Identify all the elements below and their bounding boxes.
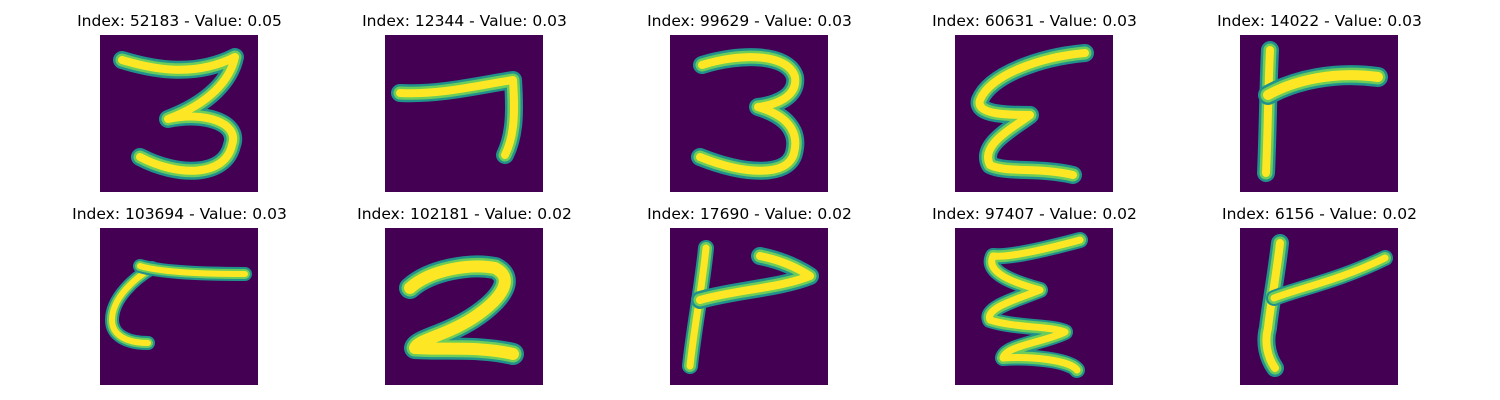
panel-title: Index: 60631 - Value: 0.03 xyxy=(932,12,1137,30)
digit-image xyxy=(955,35,1113,192)
panel-title: Index: 12344 - Value: 0.03 xyxy=(362,12,567,30)
panel-title: Index: 6156 - Value: 0.02 xyxy=(1222,205,1417,223)
panel-title: Index: 17690 - Value: 0.02 xyxy=(647,205,852,223)
panel-2: Index: 12344 - Value: 0.03 xyxy=(322,9,607,194)
digit-image xyxy=(100,35,258,192)
digit-image xyxy=(100,228,258,385)
panel-7: Index: 102181 - Value: 0.02 xyxy=(322,202,607,387)
panel-title: Index: 97407 - Value: 0.02 xyxy=(932,205,1137,223)
digit-image xyxy=(385,35,543,192)
digit-image xyxy=(1240,35,1398,192)
panel-title: Index: 52183 - Value: 0.05 xyxy=(77,12,282,30)
panel-title: Index: 102181 - Value: 0.02 xyxy=(357,205,572,223)
panel-title: Index: 14022 - Value: 0.03 xyxy=(1217,12,1422,30)
panel-8: Index: 17690 - Value: 0.02 xyxy=(607,202,892,387)
digit-image xyxy=(670,35,828,192)
panel-title: Index: 99629 - Value: 0.03 xyxy=(647,12,852,30)
panel-4: Index: 60631 - Value: 0.03 xyxy=(892,9,1177,194)
panel-1: Index: 52183 - Value: 0.05 xyxy=(37,9,322,194)
panel-title: Index: 103694 - Value: 0.03 xyxy=(72,205,287,223)
panel-3: Index: 99629 - Value: 0.03 xyxy=(607,9,892,194)
panel-9: Index: 97407 - Value: 0.02 xyxy=(892,202,1177,387)
digit-image xyxy=(385,228,543,385)
panel-5: Index: 14022 - Value: 0.03 xyxy=(1177,9,1462,194)
digit-image xyxy=(1240,228,1398,385)
digit-image xyxy=(955,228,1113,385)
panel-6: Index: 103694 - Value: 0.03 xyxy=(37,202,322,387)
panel-10: Index: 6156 - Value: 0.02 xyxy=(1177,202,1462,387)
digit-image xyxy=(670,228,828,385)
